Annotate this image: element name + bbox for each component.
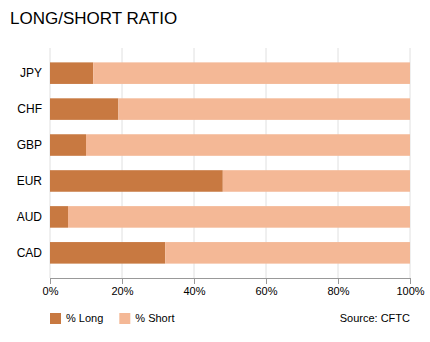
x-axis-line [51,278,411,279]
legend-swatch [50,313,61,324]
bar [165,242,410,264]
y-tick-label: GBP [17,138,42,152]
x-tick: 100% [396,278,424,297]
y-tick: CAD [17,246,43,260]
legend-label: % Short [135,312,174,324]
bar [118,98,410,120]
y-tick: AUD [17,210,43,224]
x-tick-mark [338,278,339,284]
x-tick-label: 100% [396,285,424,297]
y-tick-label: CAD [17,246,43,260]
x-tick: 40% [183,278,205,297]
bar [86,134,410,156]
chart-container: LONG/SHORT RATIO 0% 20% 40% 60% 80% 100% JPY CHF… [0,0,430,342]
x-tick-mark [122,278,123,284]
x-tick-label: 0% [43,285,59,297]
x-tick-mark [266,278,267,284]
x-axis: 0% 20% 40% 60% 80% 100% [43,278,425,297]
title: LONG/SHORT RATIO [10,9,177,28]
annotation: Source: CFTC [340,312,410,324]
bars [50,62,410,263]
x-tick: 0% [43,278,59,297]
y-tick-label: CHF [17,102,42,116]
bar [50,242,165,264]
y-tick-label: EUR [17,174,43,188]
y-tick: JPY [20,66,42,80]
x-tick: 60% [255,278,277,297]
legend-item: % Short [119,312,174,324]
legend: % Long % Short [50,312,174,324]
bar [68,206,410,228]
bar [93,62,410,84]
y-tick: GBP [17,138,42,152]
series [50,62,223,263]
x-tick: 80% [327,278,349,297]
bar [50,62,93,84]
x-tick-label: 20% [111,285,133,297]
x-tick: 20% [111,278,133,297]
bar [223,170,410,192]
x-tick-label: 60% [255,285,277,297]
x-tick-label: 40% [183,285,205,297]
grid [50,48,410,278]
y-tick-label: JPY [20,66,42,80]
legend-label: % Long [66,312,103,324]
y-tick-label: AUD [17,210,43,224]
series [68,62,410,263]
x-tick-mark [410,278,411,284]
y-tick: CHF [17,102,42,116]
x-tick-mark [194,278,195,284]
bar [50,98,118,120]
x-tick-label: 80% [327,285,349,297]
bar [50,206,68,228]
y-tick: EUR [17,174,43,188]
x-tick-mark [50,278,51,284]
chart: LONG/SHORT RATIO 0% 20% 40% 60% 80% 100% JPY CHF… [0,0,430,342]
bar [50,134,86,156]
plot: 0% 20% 40% 60% 80% 100% JPY CHF GBP EUR AUD CAD [17,48,425,297]
legend-item: % Long [50,312,103,324]
legend-swatch [119,313,130,324]
y-axis: JPY CHF GBP EUR AUD CAD [17,66,43,260]
bar [50,170,223,192]
